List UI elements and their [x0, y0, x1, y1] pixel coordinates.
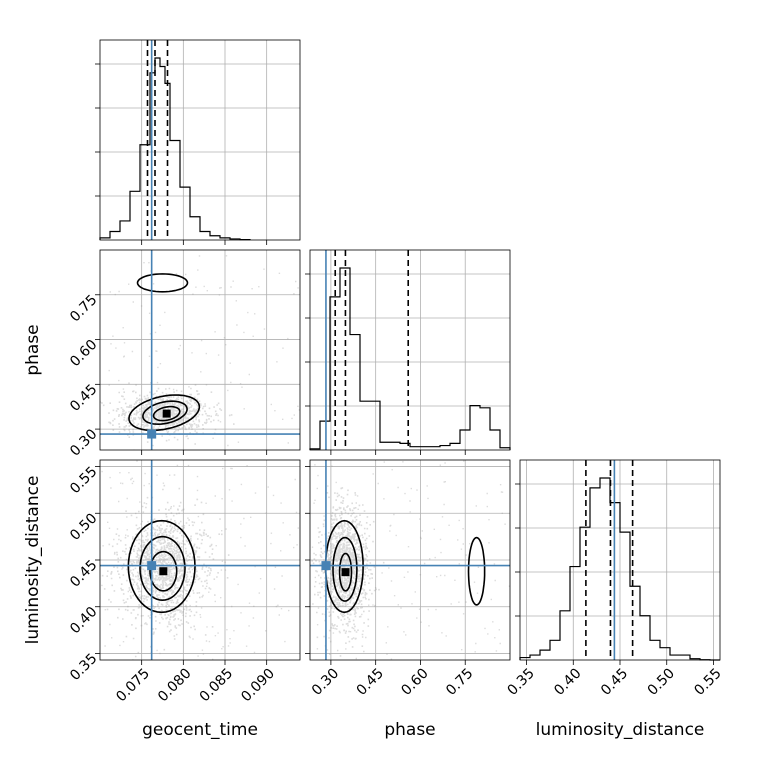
- scatter-cloud: [100, 460, 300, 660]
- density-peak: [162, 409, 171, 418]
- xtick-label-luminosity_distance-1: 0.40: [551, 666, 584, 699]
- panel-hist-luminosity-distance: 0.35 0.40 0.45 0.50 0.55: [505, 459, 725, 699]
- xtick-label-geocent_time-0: 0.075: [113, 666, 153, 706]
- contour-3: [136, 273, 189, 293]
- scatter-cloud: [100, 250, 300, 450]
- axes-frame: [99, 39, 301, 241]
- xtick-label-geocent_time-2: 0.085: [197, 666, 237, 706]
- ylabel-luminosity-distance: luminosity_distance: [23, 476, 43, 645]
- panel-geocent-time-vs-luminosity-distance: 0.075 0.080 0.085 0.090 0.35 0.40 0.45 0.50 0.55: [67, 459, 301, 706]
- ylabel-phase: phase: [23, 324, 43, 375]
- xlabel-luminosity-distance: luminosity_distance: [536, 720, 705, 740]
- contour-2: [152, 405, 181, 422]
- xtick-label-phase-1: 0.45: [354, 666, 387, 699]
- xlabel-geocent-time: geocent_time: [142, 720, 258, 740]
- contour-2: [149, 550, 178, 592]
- axes-frame: [309, 249, 511, 451]
- contour-0: [127, 519, 196, 614]
- density-peak: [159, 567, 168, 576]
- contour-1: [142, 400, 188, 426]
- ytick-label-phase-1: 0.45: [67, 381, 100, 414]
- ytick-label-luminosity_distance-0: 0.35: [67, 651, 100, 684]
- xtick-label-luminosity_distance-2: 0.45: [598, 666, 631, 699]
- ytick-label-phase-0: 0.30: [67, 426, 100, 459]
- contour-0: [128, 394, 201, 432]
- panel-hist-phase: [305, 249, 511, 455]
- panel-phase-vs-luminosity-distance: 0.30 0.45 0.60 0.75: [305, 459, 511, 699]
- ytick-label-luminosity_distance-3: 0.50: [67, 510, 100, 543]
- xtick-label-geocent_time-3: 0.090: [238, 666, 278, 706]
- xlabel-phase: phase: [384, 720, 435, 740]
- contour-3: [467, 536, 486, 606]
- ytick-label-phase-3: 0.75: [67, 292, 100, 325]
- xtick-label-luminosity_distance-4: 0.55: [691, 666, 724, 699]
- histogram-geocent_time: [99, 57, 251, 241]
- truth-point: [321, 561, 331, 571]
- truth-point: [147, 561, 157, 571]
- panel-geocent-time-vs-phase: 0.30 0.45 0.60 0.75: [67, 249, 301, 460]
- ytick-label-luminosity_distance-1: 0.40: [67, 604, 100, 637]
- xtick-label-phase-2: 0.60: [398, 666, 431, 699]
- xtick-label-phase-0: 0.30: [309, 666, 342, 699]
- ytick-label-phase-2: 0.60: [67, 337, 100, 370]
- contour-1: [332, 536, 358, 602]
- xtick-label-phase-3: 0.75: [443, 666, 476, 699]
- contour-1: [139, 535, 186, 602]
- scatter-cloud: [310, 460, 510, 660]
- panel-hist-geocent-time: [95, 39, 301, 245]
- xtick-label-luminosity_distance-3: 0.50: [645, 666, 678, 699]
- contour-2: [338, 552, 353, 592]
- xtick-label-geocent_time-1: 0.080: [155, 666, 195, 706]
- scatter-points: [100, 255, 300, 450]
- histogram-phase: [309, 267, 511, 450]
- axes-frame: [99, 249, 301, 451]
- ytick-label-luminosity_distance-4: 0.55: [67, 464, 100, 497]
- xtick-label-luminosity_distance-0: 0.35: [505, 666, 538, 699]
- ytick-label-luminosity_distance-2: 0.45: [67, 557, 100, 590]
- truth-point: [147, 429, 157, 439]
- density-peak: [341, 568, 350, 577]
